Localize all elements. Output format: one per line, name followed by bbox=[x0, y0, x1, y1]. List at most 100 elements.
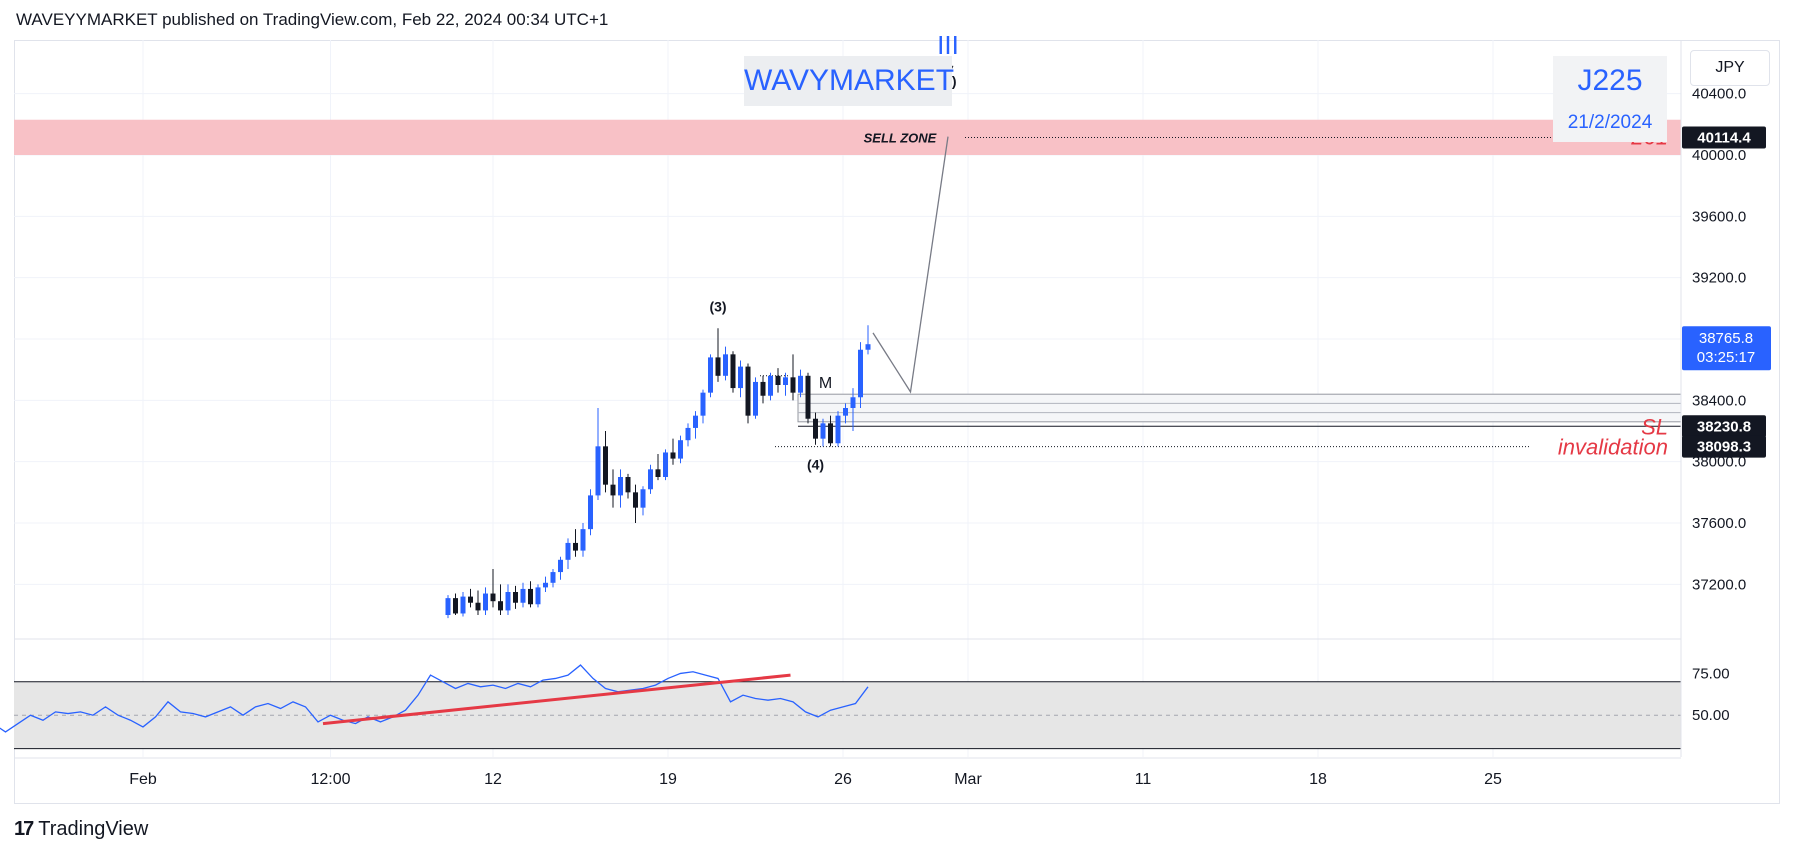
candle-body bbox=[655, 469, 661, 477]
price-axis-tick: 39600.0 bbox=[1692, 208, 1746, 225]
candle-body bbox=[490, 593, 496, 602]
watermark-box: WAVYMARKET bbox=[744, 56, 955, 106]
currency-button[interactable]: JPY bbox=[1690, 50, 1770, 86]
time-axis-label: 19 bbox=[659, 771, 677, 788]
candle-body bbox=[715, 357, 721, 376]
candle-body bbox=[768, 375, 773, 396]
level-261-tag bbox=[1682, 126, 1766, 149]
price-axis-tick-hidden: 38000.0 bbox=[1692, 454, 1746, 471]
candle-body bbox=[835, 415, 841, 444]
candle-body bbox=[828, 423, 833, 444]
time-axis-label: 26 bbox=[834, 771, 852, 788]
watermark-text: WAVYMARKET bbox=[744, 64, 955, 97]
candle-body bbox=[798, 375, 803, 393]
candle-body bbox=[640, 489, 646, 508]
ticker-date: 21/2/2024 bbox=[1567, 112, 1653, 133]
candle-body bbox=[543, 582, 548, 588]
sell-zone-label: SELL ZONE bbox=[864, 130, 937, 145]
tradingview-brand[interactable]: 17 TradingView bbox=[14, 818, 148, 841]
candle-body bbox=[580, 529, 586, 551]
candle-body bbox=[685, 427, 691, 441]
price-axis-tick: 40400.0 bbox=[1692, 86, 1746, 103]
ticker-symbol: J225 bbox=[1577, 64, 1643, 97]
candle-body bbox=[573, 542, 578, 551]
tradingview-brand-label: TradingView bbox=[38, 818, 149, 840]
price-axis-tick: 38400.0 bbox=[1692, 392, 1746, 409]
candle-body bbox=[535, 587, 541, 605]
level-invalidation-tag bbox=[1682, 435, 1766, 458]
last-price-tag bbox=[1682, 326, 1771, 371]
time-axis-label: 25 bbox=[1484, 771, 1502, 788]
projection-path bbox=[872, 136, 949, 394]
candle-body bbox=[670, 452, 676, 459]
last-price-countdown: 03:25:17 bbox=[1697, 349, 1755, 366]
rsi-axis-tick: 50.00 bbox=[1692, 707, 1730, 724]
candle-body bbox=[745, 366, 751, 416]
candle-body bbox=[783, 377, 788, 385]
candle-body bbox=[520, 588, 526, 603]
chart-frame bbox=[14, 40, 1780, 804]
candle-body bbox=[760, 381, 766, 396]
candle-body bbox=[775, 375, 781, 385]
candle-body bbox=[475, 602, 481, 611]
level-sl-tag bbox=[1682, 415, 1766, 438]
time-axis-label: Feb bbox=[129, 771, 157, 788]
rsi-trendline bbox=[322, 673, 791, 726]
wave-label: (4) bbox=[807, 456, 824, 472]
wave-label-M: M bbox=[819, 375, 832, 392]
candle-body bbox=[648, 469, 653, 490]
candle-body bbox=[805, 375, 811, 419]
tradingview-logo-icon: 17 bbox=[14, 818, 34, 840]
wave-label: (3) bbox=[709, 298, 726, 314]
price-axis-tick: 39200.0 bbox=[1692, 270, 1746, 287]
time-axis-label: 11 bbox=[1135, 771, 1152, 788]
candle-body bbox=[693, 415, 698, 428]
candle-body bbox=[843, 408, 848, 416]
candle-body bbox=[730, 354, 736, 389]
candle-body bbox=[820, 423, 826, 439]
candle-body bbox=[595, 446, 601, 496]
candle-body bbox=[558, 559, 563, 573]
candle-body bbox=[700, 392, 706, 416]
candle-body bbox=[528, 588, 533, 605]
candle-body bbox=[723, 354, 728, 376]
wave-label-III: III bbox=[937, 30, 959, 60]
publish-info: WAVEYYMARKET published on TradingView.co… bbox=[16, 10, 609, 29]
rsi-axis-tick: 75.00 bbox=[1692, 665, 1730, 682]
candle-body bbox=[513, 592, 518, 603]
candle-body bbox=[460, 596, 466, 614]
time-axis-label: 12:00 bbox=[310, 771, 350, 788]
candle-body bbox=[850, 397, 856, 408]
candle-body bbox=[738, 366, 743, 389]
level-invalidation-tag-value: 38098.3 bbox=[1697, 439, 1751, 456]
candle-body bbox=[565, 542, 571, 560]
candle-body bbox=[618, 477, 623, 496]
level-invalidation-label: invalidation bbox=[1558, 435, 1668, 460]
candle-body bbox=[865, 344, 871, 350]
time-axis-label: Mar bbox=[954, 771, 982, 788]
candle-body bbox=[753, 381, 758, 416]
candle-body bbox=[483, 593, 488, 611]
candle-body bbox=[468, 596, 473, 603]
candle-body bbox=[603, 446, 608, 485]
candle-body bbox=[625, 477, 631, 493]
candle-body bbox=[678, 440, 683, 459]
price-axis-tick: 37200.0 bbox=[1692, 576, 1746, 593]
candle-body bbox=[453, 598, 458, 614]
ticker-box: J225 21/2/2024 bbox=[1553, 56, 1667, 142]
last-price-value: 38765.8 bbox=[1699, 330, 1753, 347]
candle-body bbox=[550, 572, 556, 583]
price-axis-tick: 40000.0 bbox=[1692, 147, 1746, 164]
candle-body bbox=[633, 492, 638, 508]
candle-body bbox=[813, 418, 818, 439]
level-sl-label: SL bbox=[1641, 414, 1668, 439]
candle-body bbox=[588, 495, 593, 530]
candle-body bbox=[505, 592, 511, 611]
candle-body bbox=[858, 349, 863, 398]
candle-body bbox=[498, 601, 503, 611]
level-sl-tag-value: 38230.8 bbox=[1697, 418, 1751, 435]
level-261-tag-value: 40114.4 bbox=[1697, 129, 1751, 146]
candle-body bbox=[790, 377, 796, 393]
candle-body bbox=[445, 598, 451, 615]
